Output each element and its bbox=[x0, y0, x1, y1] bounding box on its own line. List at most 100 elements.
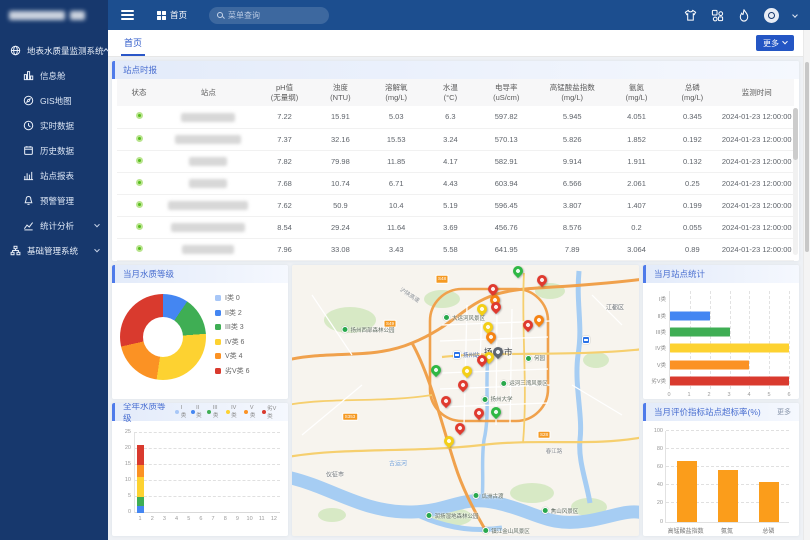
sidebar-item-GIS地图[interactable]: GIS地图 bbox=[0, 88, 108, 113]
legend-swatch bbox=[215, 367, 221, 374]
xtick-label: 7 bbox=[211, 515, 215, 522]
sidebar-group-1[interactable]: 基础管理系统 bbox=[0, 238, 108, 263]
station-marker-red[interactable] bbox=[438, 394, 454, 409]
table-row[interactable]: 8.54 29.24 11.64 3.69 456.76 8.576 0.2 0.055 202… bbox=[117, 216, 794, 239]
legend-label: II类 bbox=[196, 404, 202, 419]
station-marker-red[interactable] bbox=[534, 273, 550, 288]
legend-swatch bbox=[215, 309, 221, 316]
transit-station-label: 扬州站 bbox=[463, 352, 480, 359]
gridline-y: 60 bbox=[657, 464, 789, 470]
hbar-II类[interactable] bbox=[670, 311, 710, 320]
avatar[interactable] bbox=[764, 7, 779, 23]
rate-bar-高锰酸盐指数[interactable] bbox=[676, 460, 697, 522]
history-icon bbox=[22, 145, 34, 157]
station-marker-green[interactable] bbox=[428, 363, 444, 378]
station-marker-yellow[interactable] bbox=[459, 364, 475, 379]
dashboard-bottom: 当月水质等级 I类 0 II类 2 III类 3 IV类 6 V类 4 劣V类 6 全年水… bbox=[112, 265, 799, 536]
sidebar-item-预警管理[interactable]: 预警管理 bbox=[0, 188, 108, 213]
more-button-label: 更多 bbox=[763, 38, 779, 48]
station-marker-orange[interactable] bbox=[531, 312, 547, 327]
table-row[interactable]: 7.22 15.91 5.03 6.3 597.82 5.945 4.051 0.345 202… bbox=[117, 106, 794, 129]
legend-item-V类[interactable]: V类 4 bbox=[215, 351, 250, 361]
value-cell: 6.3 bbox=[424, 106, 476, 129]
value-cell: 6.71 bbox=[367, 172, 425, 195]
park-poi-icon bbox=[472, 492, 480, 500]
legend-item-II类[interactable]: II类 2 bbox=[215, 308, 250, 318]
table-row[interactable]: 7.62 50.9 10.4 5.19 596.45 3.807 1.407 0.199 202… bbox=[117, 194, 794, 217]
column-header-line1: 总磷 bbox=[684, 82, 700, 92]
legend-item-劣V类[interactable]: 劣V类 6 bbox=[215, 366, 250, 376]
column-header: 总磷 (mg/L) bbox=[665, 79, 720, 106]
column-header-line1: 高锰酸盐指数 bbox=[549, 82, 595, 92]
sidebar-item-实时数据[interactable]: 实时数据 bbox=[0, 113, 108, 138]
column-header-line2: (NTU) bbox=[330, 92, 351, 102]
sidebar-item-统计分析[interactable]: 统计分析 bbox=[0, 213, 108, 238]
horizontal-bar-chart: I类 II类 III类 IV类 V类 劣V类 bbox=[651, 291, 790, 389]
poi-label-text: 瓜洲古渡 bbox=[481, 493, 504, 500]
legend-item-III类[interactable]: III类 3 bbox=[215, 322, 250, 332]
gis-map[interactable]: S49S48S353S28沪陕高速春江路古运河扬州市江都区仪征市扬州西部森林公园… bbox=[292, 265, 639, 536]
status-cell bbox=[117, 106, 161, 129]
topbar-home-link[interactable]: 首页 bbox=[147, 0, 197, 30]
station-name-redacted bbox=[182, 244, 235, 254]
menu-search-box[interactable] bbox=[209, 6, 330, 24]
hbar-劣V类[interactable] bbox=[670, 376, 789, 386]
road-shield-S48: S48 bbox=[435, 274, 449, 284]
rate-bar-氨氮[interactable] bbox=[717, 469, 738, 522]
table-scrollbar[interactable] bbox=[793, 108, 798, 255]
station-marker-red[interactable] bbox=[471, 405, 487, 420]
poi-瓜洲古渡: 瓜洲古渡 bbox=[472, 492, 504, 500]
table-row[interactable]: 7.82 79.98 11.85 4.17 582.91 9.914 1.911 0.132 2… bbox=[117, 150, 794, 173]
column-header: 氨氮 (mg/L) bbox=[607, 79, 666, 106]
hbar-IV类[interactable] bbox=[670, 343, 789, 353]
station-marker-green[interactable] bbox=[510, 265, 526, 279]
station-marker-green[interactable] bbox=[488, 404, 504, 419]
stacked-bar-month-1[interactable] bbox=[136, 445, 144, 513]
value-cell: 4.43 bbox=[424, 172, 476, 195]
sidebar-group-0[interactable]: 地表水质量监测系统 bbox=[0, 38, 109, 63]
year-legend-II类[interactable]: II类 bbox=[190, 404, 204, 419]
more-button[interactable]: 更多 bbox=[756, 35, 794, 51]
yearly-grade-legend: I类 II类 III类 IV类 V类 劣V类 bbox=[175, 404, 280, 420]
panel-title-station-stats: 当月站点统计 bbox=[643, 265, 799, 283]
map-basemap bbox=[292, 265, 639, 533]
exceedance-more-link[interactable]: 更多 bbox=[777, 408, 791, 416]
poi-扬州大学: 扬州大学 bbox=[481, 395, 513, 403]
hamburger-menu-icon[interactable] bbox=[121, 10, 134, 20]
legend-item-I类[interactable]: I类 0 bbox=[215, 293, 250, 303]
year-legend-劣V类[interactable]: 劣V类 bbox=[261, 404, 280, 420]
table-row[interactable]: 7.96 33.08 3.43 5.58 641.95 7.89 3.064 0.89 2024… bbox=[117, 238, 794, 261]
station-marker-red[interactable] bbox=[455, 378, 471, 393]
table-row[interactable]: 7.37 32.16 15.53 3.24 570.13 5.826 1.852 0.192 2… bbox=[117, 128, 794, 151]
page-scrollbar[interactable] bbox=[803, 30, 810, 540]
year-legend-V类[interactable]: V类 bbox=[244, 405, 257, 419]
theme-icon[interactable] bbox=[684, 9, 697, 22]
xtick-label: 1 bbox=[138, 515, 142, 522]
legend-item-IV类[interactable]: IV类 6 bbox=[215, 337, 250, 347]
chevron-down-icon[interactable] bbox=[792, 12, 798, 18]
station-marker-red[interactable] bbox=[452, 420, 468, 435]
rate-bar-总磷[interactable] bbox=[758, 482, 779, 522]
sidebar: 地表水质量监测系统 信息舱 GIS地图 实时数据 历史数据 站点报表 预警管理 统计分析 基础管… bbox=[0, 0, 109, 540]
sidebar-item-站点报表[interactable]: 站点报表 bbox=[0, 163, 108, 188]
app-logo bbox=[0, 0, 108, 30]
search-input[interactable] bbox=[228, 10, 313, 20]
transit-station-icon[interactable] bbox=[453, 350, 461, 359]
year-legend-IV类[interactable]: IV类 bbox=[225, 405, 241, 419]
table-row[interactable]: 7.68 10.74 6.71 4.43 603.94 6.566 2.061 0.25 202… bbox=[117, 172, 794, 195]
station-marker-yellow[interactable] bbox=[441, 433, 457, 448]
chevron-down-icon bbox=[782, 38, 788, 45]
stacked-bar-xaxis: 1 2 3 4 5 6 7 8 9 10 11 12 bbox=[134, 515, 280, 525]
station-name-cell bbox=[161, 150, 256, 173]
hbar-V类[interactable] bbox=[670, 360, 750, 369]
year-legend-III类[interactable]: III类 bbox=[207, 405, 221, 419]
sidebar-item-历史数据[interactable]: 历史数据 bbox=[0, 138, 108, 163]
flame-icon[interactable] bbox=[738, 8, 750, 22]
hbar-III类[interactable] bbox=[670, 327, 730, 337]
transit-station-icon[interactable] bbox=[582, 335, 590, 344]
sidebar-item-信息舱[interactable]: 信息舱 bbox=[0, 63, 108, 88]
year-legend-I类[interactable]: I类 bbox=[175, 405, 186, 419]
value-cell: 4.17 bbox=[424, 150, 476, 173]
layout-icon[interactable] bbox=[711, 9, 724, 22]
tab-home[interactable]: 首页 bbox=[121, 30, 146, 56]
